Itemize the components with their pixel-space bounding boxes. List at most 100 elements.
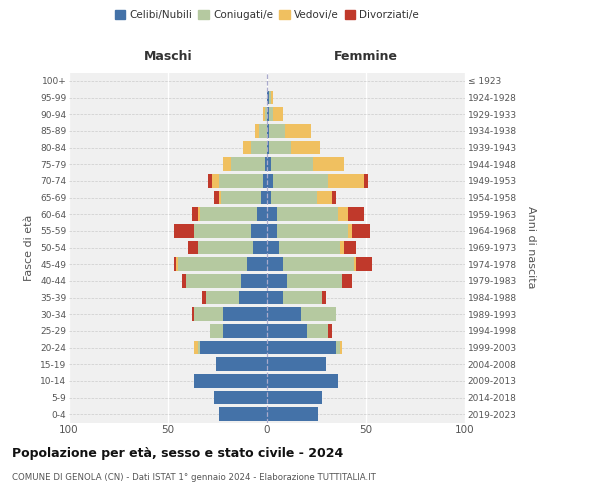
Bar	[257, 208, 267, 221]
Bar	[328, 324, 332, 338]
Bar	[267, 290, 283, 304]
Bar	[267, 208, 277, 221]
Bar	[251, 224, 267, 237]
Bar	[364, 174, 368, 188]
Y-axis label: Fasce di età: Fasce di età	[25, 214, 34, 280]
Bar	[174, 258, 176, 271]
Bar	[283, 258, 354, 271]
Bar	[267, 158, 271, 171]
Bar	[267, 340, 337, 354]
Bar	[223, 158, 232, 171]
Bar	[301, 308, 336, 321]
Bar	[182, 274, 186, 287]
Bar	[277, 208, 338, 221]
Bar	[352, 224, 370, 237]
Bar	[247, 258, 267, 271]
Bar	[261, 190, 267, 204]
Bar	[202, 290, 206, 304]
Bar	[267, 90, 269, 104]
Bar	[194, 340, 198, 354]
Text: Popolazione per età, sesso e stato civile - 2024: Popolazione per età, sesso e stato civil…	[12, 448, 343, 460]
Bar	[186, 274, 241, 287]
Bar	[348, 224, 352, 237]
Bar	[267, 124, 269, 138]
Bar	[273, 174, 328, 188]
Bar	[267, 258, 283, 271]
Bar	[178, 258, 247, 271]
Bar	[259, 124, 267, 138]
Bar	[267, 324, 307, 338]
Bar	[253, 240, 267, 254]
Bar	[220, 190, 221, 204]
Bar	[265, 108, 267, 121]
Bar	[344, 240, 356, 254]
Bar	[354, 258, 356, 271]
Bar	[340, 240, 344, 254]
Text: Maschi: Maschi	[143, 50, 193, 64]
Bar	[283, 290, 322, 304]
Bar	[337, 340, 340, 354]
Bar	[192, 208, 198, 221]
Bar	[243, 140, 251, 154]
Bar	[265, 158, 267, 171]
Bar	[174, 224, 194, 237]
Bar	[263, 174, 267, 188]
Bar	[279, 240, 340, 254]
Bar	[338, 208, 348, 221]
Bar	[332, 190, 337, 204]
Bar	[198, 240, 253, 254]
Bar	[322, 290, 326, 304]
Bar	[267, 358, 326, 371]
Bar	[267, 374, 338, 388]
Bar	[269, 90, 271, 104]
Bar	[223, 308, 267, 321]
Legend: Celibi/Nubili, Coniugati/e, Vedovi/e, Divorziati/e: Celibi/Nubili, Coniugati/e, Vedovi/e, Di…	[113, 8, 421, 22]
Bar	[214, 390, 267, 404]
Y-axis label: Anni di nascita: Anni di nascita	[526, 206, 536, 288]
Bar	[273, 108, 283, 121]
Bar	[198, 340, 200, 354]
Bar	[267, 274, 287, 287]
Bar	[269, 140, 291, 154]
Bar	[267, 108, 269, 121]
Bar	[206, 290, 239, 304]
Bar	[267, 240, 279, 254]
Bar	[215, 358, 267, 371]
Bar	[271, 158, 313, 171]
Bar	[267, 224, 277, 237]
Bar	[221, 190, 261, 204]
Bar	[277, 224, 348, 237]
Bar	[342, 274, 352, 287]
Bar	[251, 140, 267, 154]
Bar	[285, 124, 311, 138]
Bar	[198, 208, 200, 221]
Bar	[208, 174, 212, 188]
Bar	[200, 208, 257, 221]
Bar	[232, 158, 265, 171]
Bar	[340, 340, 342, 354]
Bar	[194, 374, 267, 388]
Bar	[307, 324, 328, 338]
Bar	[269, 108, 273, 121]
Bar	[271, 90, 273, 104]
Bar	[348, 208, 364, 221]
Bar	[255, 124, 259, 138]
Bar	[287, 274, 342, 287]
Text: COMUNE DI GENOLA (CN) - Dati ISTAT 1° gennaio 2024 - Elaborazione TUTTITALIA.IT: COMUNE DI GENOLA (CN) - Dati ISTAT 1° ge…	[12, 472, 376, 482]
Bar	[267, 140, 269, 154]
Bar	[209, 324, 223, 338]
Bar	[267, 308, 301, 321]
Bar	[192, 308, 194, 321]
Bar	[317, 190, 332, 204]
Bar	[241, 274, 267, 287]
Bar	[291, 140, 320, 154]
Bar	[313, 158, 344, 171]
Bar	[214, 190, 220, 204]
Bar	[267, 408, 319, 421]
Bar	[267, 190, 271, 204]
Text: Femmine: Femmine	[334, 50, 398, 64]
Bar	[267, 390, 322, 404]
Bar	[271, 190, 317, 204]
Bar	[356, 258, 372, 271]
Bar	[263, 108, 265, 121]
